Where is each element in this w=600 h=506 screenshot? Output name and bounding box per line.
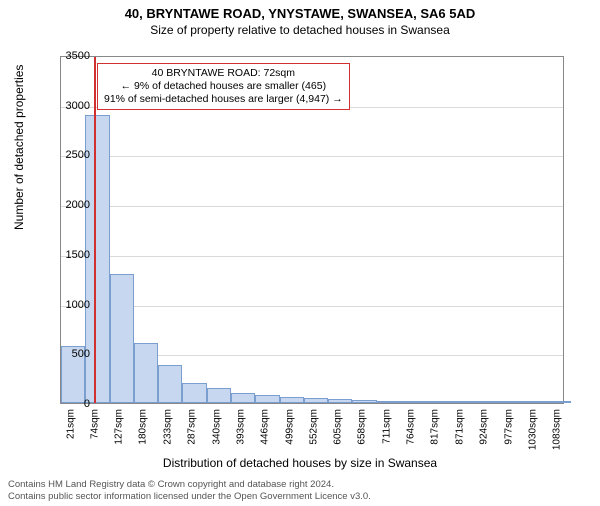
x-tick-label: 605sqm — [333, 409, 344, 445]
y-axis-label: Number of detached properties — [12, 65, 26, 230]
y-tick-label: 1500 — [50, 249, 90, 261]
histogram-bar — [231, 393, 255, 403]
histogram-bar — [328, 399, 352, 403]
annotation-line3: 91% of semi-detached houses are larger (… — [104, 93, 343, 106]
annotation-line2: ← 9% of detached houses are smaller (465… — [104, 80, 343, 93]
x-tick-label: 180sqm — [138, 409, 149, 445]
gridline — [61, 156, 563, 157]
x-tick-label: 977sqm — [503, 409, 514, 445]
histogram-bar — [352, 400, 376, 403]
histogram-bar — [547, 401, 571, 403]
annotation-box: 40 BRYNTAWE ROAD: 72sqm ← 9% of detached… — [97, 63, 350, 110]
footer-attribution: Contains HM Land Registry data © Crown c… — [8, 479, 371, 502]
x-tick-label: 871sqm — [455, 409, 466, 445]
gridline — [61, 256, 563, 257]
x-tick-label: 658sqm — [357, 409, 368, 445]
histogram-bar — [280, 397, 304, 403]
footer-line2: Contains public sector information licen… — [8, 491, 371, 502]
histogram-bar — [474, 401, 498, 403]
histogram-bar — [158, 365, 182, 403]
y-tick-label: 3000 — [50, 100, 90, 112]
y-tick-label: 1000 — [50, 299, 90, 311]
gridline — [61, 206, 563, 207]
x-tick-label: 711sqm — [381, 409, 392, 444]
y-tick-label: 2500 — [50, 149, 90, 161]
footer-line1: Contains HM Land Registry data © Crown c… — [8, 479, 371, 490]
histogram-bar — [110, 274, 134, 403]
x-tick-label: 340sqm — [211, 409, 222, 445]
histogram-bar — [425, 401, 449, 403]
x-tick-label: 764sqm — [406, 409, 417, 445]
histogram-bar — [377, 401, 401, 403]
x-tick-label: 817sqm — [430, 409, 441, 445]
x-axis-label: Distribution of detached houses by size … — [0, 456, 600, 470]
histogram-bar — [134, 343, 158, 403]
histogram-bar — [207, 388, 231, 403]
histogram-bar — [182, 383, 206, 403]
y-tick-label: 500 — [50, 348, 90, 360]
x-tick-label: 1083sqm — [552, 409, 563, 450]
y-tick-label: 3500 — [50, 50, 90, 62]
histogram-bar — [401, 401, 425, 403]
x-tick-label: 393sqm — [236, 409, 247, 445]
x-tick-label: 21sqm — [65, 409, 76, 439]
plot-area: 21sqm74sqm127sqm180sqm233sqm287sqm340sqm… — [60, 56, 564, 404]
histogram-bar — [498, 401, 522, 403]
x-tick-label: 446sqm — [260, 409, 271, 445]
property-marker-line — [94, 57, 96, 403]
gridline — [61, 306, 563, 307]
page-subtitle: Size of property relative to detached ho… — [0, 23, 600, 37]
x-tick-label: 127sqm — [114, 409, 125, 445]
y-tick-label: 2000 — [50, 199, 90, 211]
page-title: 40, BRYNTAWE ROAD, YNYSTAWE, SWANSEA, SA… — [0, 6, 600, 21]
x-tick-label: 287sqm — [187, 409, 198, 445]
histogram-bar — [255, 395, 279, 403]
histogram-bar — [522, 401, 546, 403]
histogram-bar — [304, 398, 328, 403]
x-tick-label: 74sqm — [89, 409, 100, 439]
x-tick-label: 233sqm — [162, 409, 173, 445]
y-tick-label: 0 — [50, 398, 90, 410]
x-tick-label: 552sqm — [308, 409, 319, 445]
x-tick-label: 924sqm — [479, 409, 490, 445]
x-tick-label: 1030sqm — [527, 409, 538, 450]
annotation-line1: 40 BRYNTAWE ROAD: 72sqm — [104, 67, 343, 80]
chart-container: 21sqm74sqm127sqm180sqm233sqm287sqm340sqm… — [60, 56, 564, 404]
x-tick-label: 499sqm — [284, 409, 295, 445]
histogram-bar — [450, 401, 474, 403]
